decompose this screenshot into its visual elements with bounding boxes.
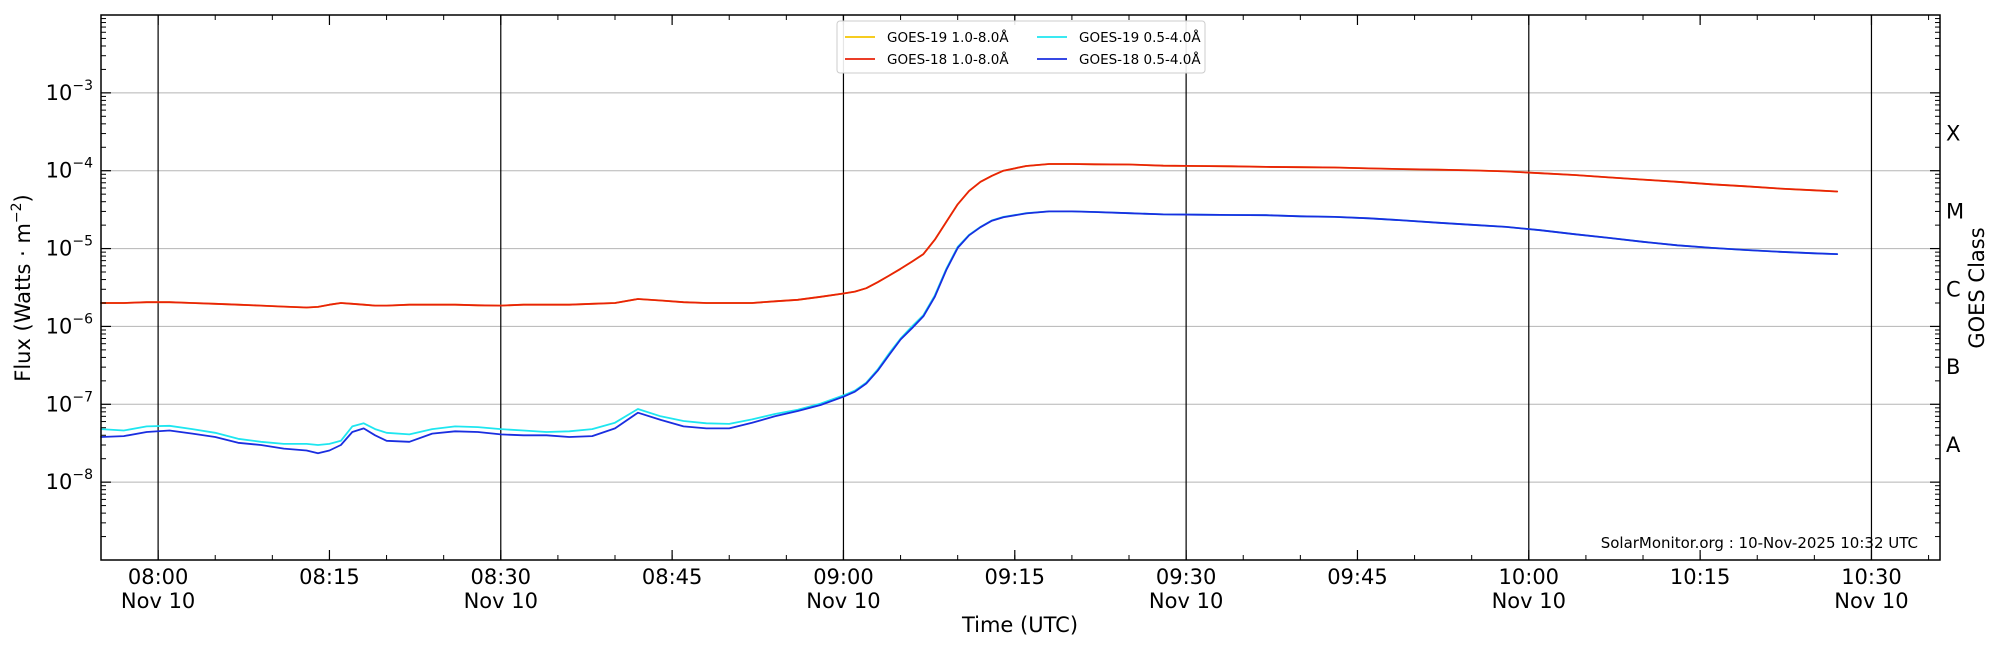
series-line-3 xyxy=(100,210,1839,446)
y-tick-label-base: 10 xyxy=(46,81,73,105)
y-tick-label-base: 10 xyxy=(46,159,73,183)
x-tick-label: 08:30 xyxy=(471,565,532,589)
legend-box xyxy=(836,20,1206,74)
y-tick-label: 10−8 xyxy=(46,467,93,494)
plot-frame xyxy=(100,14,1941,561)
y-tick-label-exponent: −4 xyxy=(72,156,93,172)
x-tick-date-label: Nov 10 xyxy=(1492,589,1566,613)
y-axis-title-exponent: −2 xyxy=(9,202,25,223)
y-tick-label: 10−6 xyxy=(46,311,93,338)
legend-label: GOES-18 0.5-4.0Å xyxy=(1079,51,1201,68)
y-tick-label-base: 10 xyxy=(46,314,73,338)
goes-class-label: B xyxy=(1946,355,1960,379)
y-axis-title-prefix: Flux (Watts · m xyxy=(11,223,35,382)
legend-label: GOES-19 0.5-4.0Å xyxy=(1079,29,1201,46)
credit-text: SolarMonitor.org : 10-Nov-2025 10:32 UTC xyxy=(1601,534,1918,552)
y-tick-label: 10−3 xyxy=(46,78,93,105)
x-tick-label: 09:00 xyxy=(813,565,874,589)
y-axis-title-suffix: ) xyxy=(11,194,35,202)
goes-class-label: A xyxy=(1946,433,1961,457)
y-axis-title: Flux (Watts · m−2) xyxy=(9,194,35,382)
x-tick-label: 10:00 xyxy=(1499,565,1560,589)
y-tick-label: 10−7 xyxy=(46,389,93,416)
y-tick-label-exponent: −6 xyxy=(72,311,93,327)
x-tick-label: 08:15 xyxy=(299,565,360,589)
y-tick-label-base: 10 xyxy=(46,392,73,416)
right-axis-title: GOES Class xyxy=(1965,227,1989,348)
x-tick-label: 10:15 xyxy=(1670,565,1731,589)
ticks-layer xyxy=(100,15,1940,560)
legend-label: GOES-18 1.0-8.0Å xyxy=(887,51,1009,68)
goes-class-label: C xyxy=(1946,277,1961,301)
x-tick-label: 09:45 xyxy=(1327,565,1388,589)
y-tick-label-base: 10 xyxy=(46,237,73,261)
x-tick-date-label: Nov 10 xyxy=(464,589,538,613)
x-axis-title: Time (UTC) xyxy=(961,613,1078,637)
goes-class-label: M xyxy=(1946,199,1964,223)
goes-class-label: X xyxy=(1946,122,1960,146)
x-tick-date-label: Nov 10 xyxy=(1834,589,1908,613)
series-line-2 xyxy=(100,163,1839,309)
series-layer xyxy=(100,163,1839,455)
x-tick-label: 08:45 xyxy=(642,565,703,589)
y-tick-label-exponent: −5 xyxy=(72,234,93,250)
x-tick-label: 08:00 xyxy=(128,565,189,589)
x-tick-date-label: Nov 10 xyxy=(121,589,195,613)
series-line-4 xyxy=(100,210,1839,455)
x-tick-date-label: Nov 10 xyxy=(1149,589,1223,613)
y-tick-label-exponent: −8 xyxy=(72,467,93,483)
legend: GOES-19 1.0-8.0Å GOES-18 1.0-8.0Å GOES-19 … xyxy=(836,20,1206,74)
y-tick-label-base: 10 xyxy=(46,470,73,494)
x-tick-date-label: Nov 10 xyxy=(806,589,880,613)
x-tick-label: 10:30 xyxy=(1841,565,1902,589)
x-tick-label: 09:15 xyxy=(985,565,1046,589)
grid-layer xyxy=(101,15,1940,560)
legend-label: GOES-19 1.0-8.0Å xyxy=(887,29,1009,46)
x-tick-label: 09:30 xyxy=(1156,565,1217,589)
y-tick-label-exponent: −3 xyxy=(72,78,93,94)
y-tick-label-exponent: −7 xyxy=(72,389,93,405)
y-tick-label: 10−4 xyxy=(46,156,93,183)
y-tick-label: 10−5 xyxy=(46,234,93,261)
